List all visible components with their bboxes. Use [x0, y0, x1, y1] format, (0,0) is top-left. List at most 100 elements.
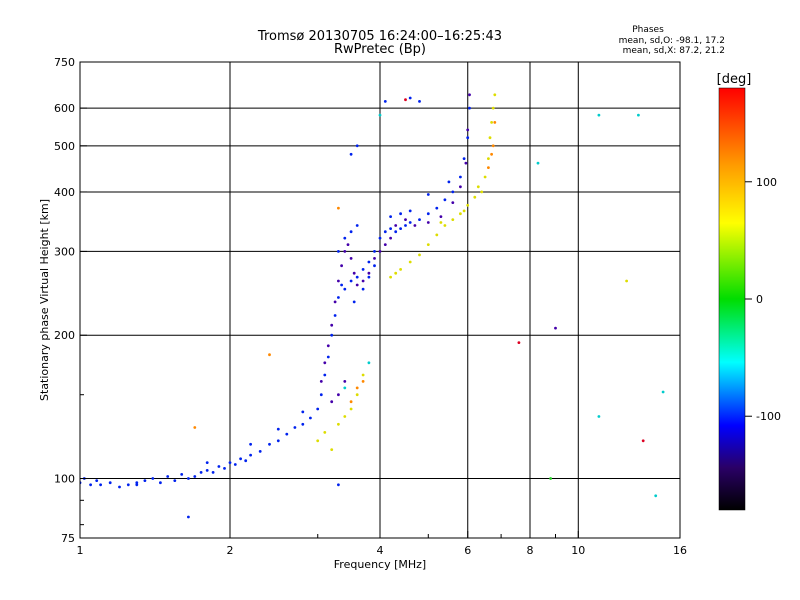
data-point	[447, 180, 451, 184]
data-point	[491, 106, 495, 110]
data-point	[330, 400, 334, 404]
data-point	[399, 212, 402, 216]
data-point	[462, 209, 466, 213]
data-point	[378, 250, 382, 253]
data-point	[549, 477, 552, 480]
data-point	[637, 113, 640, 117]
data-point	[211, 471, 215, 474]
data-point	[404, 98, 407, 102]
data-point	[367, 271, 371, 275]
data-point	[399, 268, 402, 271]
data-point	[389, 227, 392, 231]
series-3	[193, 121, 497, 429]
data-point	[373, 250, 376, 253]
x-tick-label: 8	[527, 544, 534, 557]
data-point	[333, 300, 337, 304]
series-2	[316, 93, 628, 451]
data-point	[435, 206, 439, 210]
data-point	[404, 224, 407, 227]
data-point	[268, 442, 271, 446]
data-point	[394, 230, 398, 234]
data-point	[426, 212, 430, 216]
data-point	[330, 448, 334, 451]
data-point	[597, 113, 601, 117]
data-point	[413, 224, 417, 227]
data-point	[462, 157, 466, 161]
data-point	[180, 473, 184, 476]
data-point	[443, 198, 447, 202]
data-point	[323, 373, 327, 377]
data-point	[330, 333, 334, 337]
data-point	[517, 341, 521, 344]
data-point	[361, 279, 365, 283]
data-point	[276, 439, 280, 443]
colorbar-tick-label: -100	[756, 410, 781, 423]
data-point	[480, 190, 484, 194]
series-5	[404, 98, 645, 443]
data-point	[554, 326, 557, 330]
data-point	[285, 432, 289, 436]
data-point	[323, 361, 327, 365]
data-point	[373, 257, 376, 260]
data-point	[355, 144, 359, 148]
data-point	[536, 161, 540, 165]
data-point	[418, 218, 421, 222]
x-tick-label: 2	[227, 544, 234, 557]
data-point	[343, 250, 347, 253]
data-point	[490, 152, 493, 156]
data-point	[337, 296, 340, 299]
data-point	[597, 415, 601, 418]
data-point	[135, 481, 139, 485]
chart-title: Tromsø 20130705 16:24:00–16:25:43	[257, 29, 502, 44]
data-point	[439, 221, 443, 224]
data-point	[319, 380, 323, 383]
data-point	[394, 271, 398, 275]
data-point	[367, 260, 371, 264]
x-axis: 1 2 4 6 8 10 16	[77, 531, 687, 557]
data-point	[326, 344, 330, 348]
data-point	[426, 221, 430, 224]
data-point	[337, 422, 340, 426]
data-point	[233, 463, 237, 466]
data-point	[435, 233, 439, 237]
data-point	[661, 390, 665, 394]
data-point	[352, 300, 356, 304]
data-point	[199, 471, 203, 474]
data-point	[451, 190, 455, 194]
data-point	[394, 224, 398, 227]
data-point	[217, 465, 221, 468]
data-point	[483, 175, 487, 179]
data-point	[343, 386, 347, 390]
data-point	[343, 380, 347, 383]
data-point	[383, 230, 387, 234]
colorbar: [deg] 100 0 -100	[717, 72, 781, 511]
x-tick-label: 10	[571, 544, 585, 557]
data-point	[383, 243, 387, 247]
data-point	[126, 483, 130, 487]
y-axis-label: Stationary phase Virtual Height [km]	[38, 199, 51, 401]
data-point	[340, 283, 343, 287]
y-tick-label: 100	[54, 473, 75, 486]
data-point	[276, 427, 280, 431]
data-point	[373, 264, 376, 268]
data-point	[418, 100, 421, 103]
data-point	[187, 477, 190, 480]
data-point	[426, 193, 430, 196]
y-tick-label: 400	[54, 186, 75, 199]
series-1	[319, 93, 557, 404]
y-tick-label: 200	[54, 329, 75, 342]
data-point	[367, 361, 371, 365]
data-point	[408, 221, 412, 224]
data-point	[143, 479, 147, 482]
data-point	[135, 483, 139, 487]
data-point	[337, 393, 340, 397]
data-point	[473, 195, 477, 199]
data-point	[258, 450, 262, 453]
data-point	[193, 426, 197, 429]
data-point	[389, 275, 392, 279]
y-tick-label: 300	[54, 245, 75, 258]
y-axis: 75 100 200 300 400 500 600 750	[54, 56, 87, 545]
data-point	[408, 209, 412, 213]
data-point	[389, 236, 392, 240]
data-point	[443, 224, 447, 227]
